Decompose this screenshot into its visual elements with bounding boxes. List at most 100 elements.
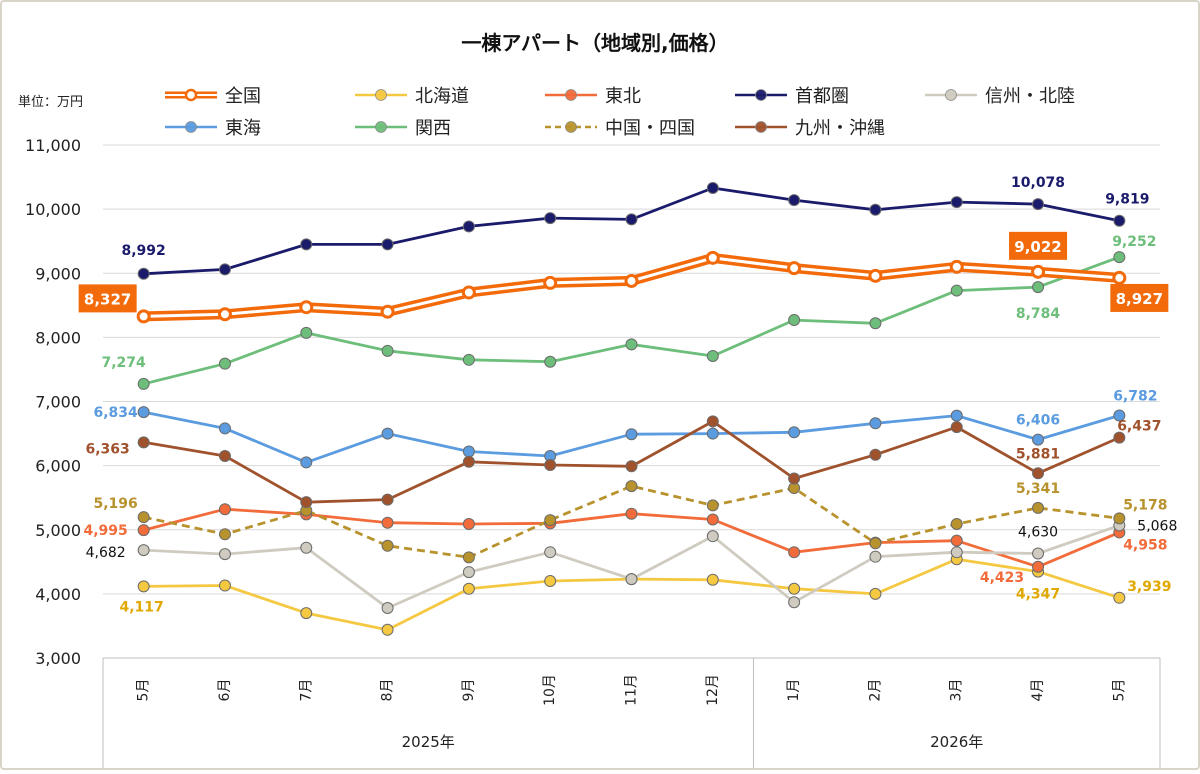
y-tick-label: 4,000 (35, 585, 81, 604)
data-point (381, 493, 394, 506)
data-point (1112, 270, 1127, 285)
data-point (544, 546, 557, 559)
data-point (381, 238, 394, 251)
x-tick-label: 2月 (867, 679, 883, 702)
data-label: 4,958 (1123, 537, 1167, 553)
data-point (462, 445, 475, 458)
data-label: 4,682 (86, 545, 126, 561)
data-point (950, 517, 963, 530)
data-point (950, 409, 963, 422)
legend-marker (185, 121, 197, 133)
data-label: 8,327 (84, 290, 131, 308)
x-tick-label: 7月 (298, 679, 314, 702)
data-point (788, 546, 801, 559)
data-point (381, 344, 394, 357)
data-point (544, 514, 557, 527)
data-point (462, 455, 475, 468)
legend-item: 信州・北陸 (925, 86, 1075, 107)
legend-item: 全国 (165, 86, 261, 107)
data-point (461, 285, 476, 300)
legend-item: 東北 (545, 86, 641, 107)
data-point (625, 573, 638, 586)
legend-item: 首都圏 (735, 86, 849, 107)
data-point (788, 194, 801, 207)
data-point (625, 460, 638, 473)
data-point (625, 507, 638, 520)
data-point (950, 421, 963, 434)
x-tick-label: 9月 (461, 679, 477, 702)
data-point (1113, 409, 1126, 422)
data-point (381, 427, 394, 440)
gridlines (103, 144, 1160, 659)
data-point (949, 259, 964, 274)
legend-marker (375, 121, 387, 133)
data-point (787, 261, 802, 276)
data-point (218, 422, 231, 435)
data-point (1113, 251, 1126, 264)
data-label: 9,819 (1105, 192, 1149, 208)
year-label: 2026年 (930, 733, 983, 751)
legend-item: 北海道 (355, 86, 469, 107)
data-point (218, 548, 231, 561)
data-point (300, 326, 313, 339)
x-tick-label: 10月 (542, 674, 558, 706)
legend-marker (755, 121, 767, 133)
data-point (380, 304, 395, 319)
data-label: 10,078 (1011, 175, 1065, 191)
legend-item: 関西 (355, 118, 451, 139)
data-label: 6,834 (94, 405, 139, 421)
legend-item: 東海 (165, 118, 261, 139)
data-point (218, 503, 231, 516)
data-point (218, 263, 231, 276)
legend-label: 東海 (225, 118, 261, 139)
data-point (300, 607, 313, 620)
data-point (1032, 467, 1045, 480)
data-point (788, 582, 801, 595)
legend-item: 九州・沖縄 (735, 118, 885, 139)
data-label: 5,068 (1137, 518, 1177, 534)
data-point (869, 317, 882, 330)
data-point (137, 580, 150, 593)
data-point (625, 480, 638, 493)
data-point (1031, 264, 1046, 279)
legend-item: 中国・四国 (545, 118, 695, 139)
legend-marker (755, 89, 767, 101)
data-point (217, 307, 232, 322)
data-label: 7,274 (102, 355, 147, 371)
legend-marker (565, 89, 577, 101)
data-label: 4,347 (1016, 587, 1060, 603)
data-point (869, 537, 882, 550)
data-point (218, 579, 231, 592)
data-point (705, 250, 720, 265)
data-point (137, 524, 150, 537)
data-point (137, 267, 150, 280)
data-point (950, 546, 963, 559)
data-point (869, 417, 882, 430)
data-point (544, 575, 557, 588)
data-point (137, 377, 150, 390)
x-tick-label: 8月 (380, 679, 396, 702)
legend-label: 関西 (415, 118, 451, 139)
x-tick-label: 5月 (136, 679, 152, 702)
data-point (381, 539, 394, 552)
data-label: 6,437 (1117, 419, 1161, 435)
data-label: 6,782 (1113, 388, 1157, 404)
data-point (625, 213, 638, 226)
y-tick-label: 8,000 (35, 328, 81, 347)
x-tick-label: 3月 (949, 679, 965, 702)
data-point (300, 238, 313, 251)
data-label: 4,630 (1018, 524, 1058, 540)
legend-label: 首都圏 (795, 86, 849, 107)
data-point (381, 623, 394, 636)
series-markers (136, 181, 1127, 636)
data-point (1113, 591, 1126, 604)
data-point (706, 573, 719, 586)
year-label: 2025年 (402, 733, 455, 751)
legend-marker (375, 89, 387, 101)
data-point (950, 284, 963, 297)
data-label: 6,406 (1016, 413, 1060, 429)
data-label: 5,196 (94, 496, 138, 512)
data-point (218, 357, 231, 370)
